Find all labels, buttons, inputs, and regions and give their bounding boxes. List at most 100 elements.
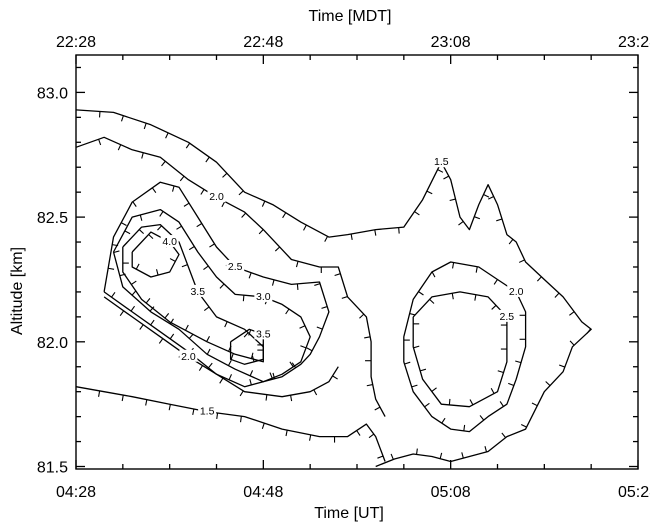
contour-hachure bbox=[241, 212, 247, 218]
tick-labels: 04:28 04:48 05:08 05:28 22:28 22:48 23:08 23:28… bbox=[37, 34, 650, 501]
contour-hachure bbox=[269, 372, 273, 379]
contour-label-2.0: 2.0 bbox=[209, 191, 224, 203]
contour-hachure bbox=[248, 329, 252, 336]
contour-hachure bbox=[290, 395, 293, 402]
contour-hachure bbox=[98, 139, 102, 146]
contour-hachure bbox=[531, 402, 538, 407]
contour-hachure bbox=[117, 144, 122, 151]
contour-hachure bbox=[463, 424, 466, 431]
contour-hachure bbox=[431, 271, 436, 278]
contour-hachure bbox=[158, 338, 164, 344]
contour-hachure bbox=[209, 243, 215, 248]
contour-hachure bbox=[206, 348, 211, 355]
contour-label-4.0: 4.0 bbox=[162, 236, 177, 248]
contour-label-background bbox=[507, 284, 526, 297]
contour-line-3.5 bbox=[122, 223, 264, 363]
contour-hachure bbox=[188, 246, 195, 251]
contour-hachure bbox=[141, 152, 144, 159]
contour-hachure bbox=[240, 416, 242, 423]
contour-hachure bbox=[120, 115, 124, 122]
contour-hachure bbox=[228, 374, 232, 381]
contour-hachure bbox=[313, 389, 318, 396]
x-tick-label-bottom: 04:28 bbox=[56, 484, 96, 501]
contour-hachure bbox=[183, 202, 190, 207]
contour-hachure bbox=[149, 306, 155, 312]
contour-hachure bbox=[404, 361, 411, 365]
contour-hachure bbox=[300, 345, 307, 349]
y-tick-label: 83.0 bbox=[37, 85, 68, 102]
contour-hachure bbox=[148, 234, 154, 240]
contour-hachure bbox=[282, 212, 287, 219]
contour-hachure bbox=[169, 258, 176, 262]
contour-hachure bbox=[171, 185, 175, 192]
contour-hachure bbox=[239, 390, 244, 397]
contour-hachure bbox=[119, 310, 125, 317]
contour-hachure bbox=[285, 308, 290, 315]
contour-hachure bbox=[491, 304, 497, 310]
contour-hachure bbox=[98, 390, 101, 397]
contour-hachure bbox=[243, 332, 249, 338]
contour-hachure bbox=[296, 283, 299, 290]
contour-hachure bbox=[429, 298, 435, 304]
contour-label-2.0: 2.0 bbox=[181, 351, 196, 363]
contour-hachure bbox=[451, 293, 454, 300]
contour-hachure bbox=[499, 401, 504, 407]
contour-hachure bbox=[341, 296, 348, 299]
contour-hachure bbox=[206, 336, 210, 342]
contour-hachure bbox=[295, 261, 299, 268]
contour-line-2.0 bbox=[75, 136, 386, 417]
axis-ticks bbox=[75, 55, 639, 469]
contour-labels: 1.5 1.5 2.0 2.0 2.0 2.5 2.5 3.0 3.5 3.5 4.0 bbox=[160, 155, 526, 418]
contour-hachure bbox=[508, 382, 515, 387]
contour-label-3.5: 3.5 bbox=[190, 286, 205, 298]
contour-hachure bbox=[569, 340, 575, 346]
contour-hachure bbox=[439, 452, 443, 459]
contour-hachure bbox=[248, 272, 252, 279]
contour-hachure bbox=[161, 160, 166, 167]
contour-hachure bbox=[176, 225, 182, 230]
contour-line-2.5 bbox=[103, 181, 330, 388]
contour-hachure bbox=[411, 384, 418, 388]
contour-line-4.0 bbox=[131, 231, 180, 278]
contour-hachure bbox=[469, 399, 474, 406]
contour-hachure bbox=[488, 196, 494, 200]
contour-hachure bbox=[518, 259, 525, 263]
contour-hachure bbox=[196, 223, 203, 228]
x-tick-label-bottom: 05:28 bbox=[618, 484, 650, 501]
contour-label-background bbox=[160, 235, 179, 248]
contour-hachure bbox=[138, 229, 145, 235]
y-tick-label: 82.5 bbox=[37, 210, 68, 227]
contour-label-background bbox=[254, 327, 273, 340]
contour-hachure bbox=[508, 239, 514, 245]
contour-hachure bbox=[165, 132, 169, 139]
contour-hachure bbox=[120, 222, 127, 226]
contour-hachure bbox=[261, 422, 265, 430]
contour-label-background bbox=[254, 289, 273, 302]
contour-label-2.0: 2.0 bbox=[509, 286, 524, 298]
contour-hachure bbox=[474, 216, 481, 220]
contour-hachure bbox=[441, 417, 446, 424]
contour-hachure bbox=[242, 295, 245, 302]
x-tick-label-top: 22:48 bbox=[243, 34, 283, 51]
contour-label-2.5: 2.5 bbox=[500, 311, 515, 323]
contour-hachure bbox=[130, 305, 136, 312]
contour-hachure bbox=[452, 262, 455, 269]
contour-label-background bbox=[432, 155, 451, 168]
contour-label-background bbox=[226, 259, 245, 272]
contour-hachure bbox=[219, 377, 224, 384]
contour-hachure bbox=[448, 398, 451, 405]
contour-hachure bbox=[374, 229, 377, 236]
contour-hachure bbox=[398, 227, 400, 234]
contour-line-1.5 bbox=[75, 386, 386, 462]
contour-hachure bbox=[271, 279, 275, 286]
contour-hachure bbox=[230, 353, 234, 360]
contour-hachure bbox=[274, 246, 281, 252]
contour-hachure bbox=[143, 123, 147, 130]
contour-hachure bbox=[424, 402, 430, 408]
contour-hachure bbox=[249, 378, 252, 386]
contour-hachure bbox=[368, 433, 375, 439]
contour-hachure bbox=[461, 452, 464, 459]
contour-hachure bbox=[474, 294, 477, 301]
y-axis-title: Altitude [km] bbox=[9, 247, 26, 335]
contour-hachure bbox=[157, 225, 162, 231]
